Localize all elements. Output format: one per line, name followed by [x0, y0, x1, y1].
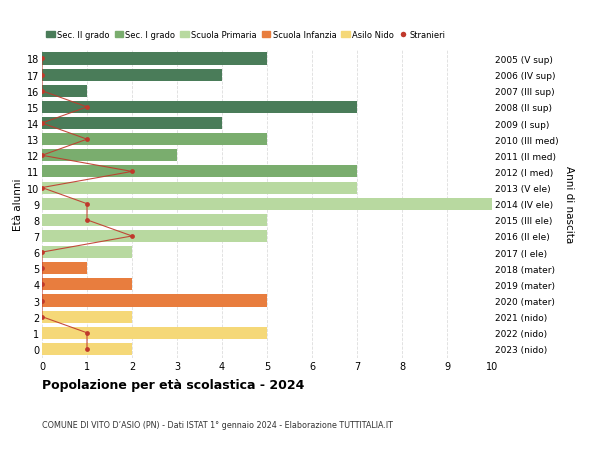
Text: Popolazione per età scolastica - 2024: Popolazione per età scolastica - 2024 [42, 379, 304, 392]
Bar [42, 311, 132, 323]
Bar [42, 230, 267, 242]
Text: COMUNE DI VITO D’ASIO (PN) - Dati ISTAT 1° gennaio 2024 - Elaborazione TUTTITALI: COMUNE DI VITO D’ASIO (PN) - Dati ISTAT … [42, 420, 393, 429]
Bar [42, 343, 132, 355]
Point [37, 185, 47, 192]
Point [37, 265, 47, 272]
Point [37, 152, 47, 160]
Point [82, 346, 92, 353]
Bar [42, 134, 267, 146]
Bar [42, 246, 132, 258]
Y-axis label: Anni di nascita: Anni di nascita [564, 166, 574, 243]
Bar [42, 101, 357, 114]
Bar [42, 279, 132, 291]
Point [37, 56, 47, 63]
Point [37, 249, 47, 256]
Bar [42, 214, 267, 226]
Bar [42, 263, 87, 274]
Point [37, 120, 47, 128]
Bar [42, 69, 222, 82]
Point [37, 297, 47, 304]
Y-axis label: Età alunni: Età alunni [13, 178, 23, 230]
Point [127, 233, 137, 240]
Point [37, 88, 47, 95]
Point [82, 217, 92, 224]
Bar [42, 295, 267, 307]
Point [127, 168, 137, 176]
Bar [42, 118, 222, 130]
Point [82, 136, 92, 144]
Point [37, 313, 47, 321]
Point [37, 281, 47, 288]
Point [37, 72, 47, 79]
Point [82, 330, 92, 337]
Bar [42, 85, 87, 98]
Bar [42, 166, 357, 178]
Legend: Sec. II grado, Sec. I grado, Scuola Primaria, Scuola Infanzia, Asilo Nido, Stran: Sec. II grado, Sec. I grado, Scuola Prim… [46, 31, 446, 40]
Point [82, 201, 92, 208]
Bar [42, 198, 492, 210]
Bar [42, 182, 357, 194]
Bar [42, 150, 177, 162]
Bar [42, 327, 267, 339]
Bar [42, 53, 267, 65]
Point [82, 104, 92, 112]
